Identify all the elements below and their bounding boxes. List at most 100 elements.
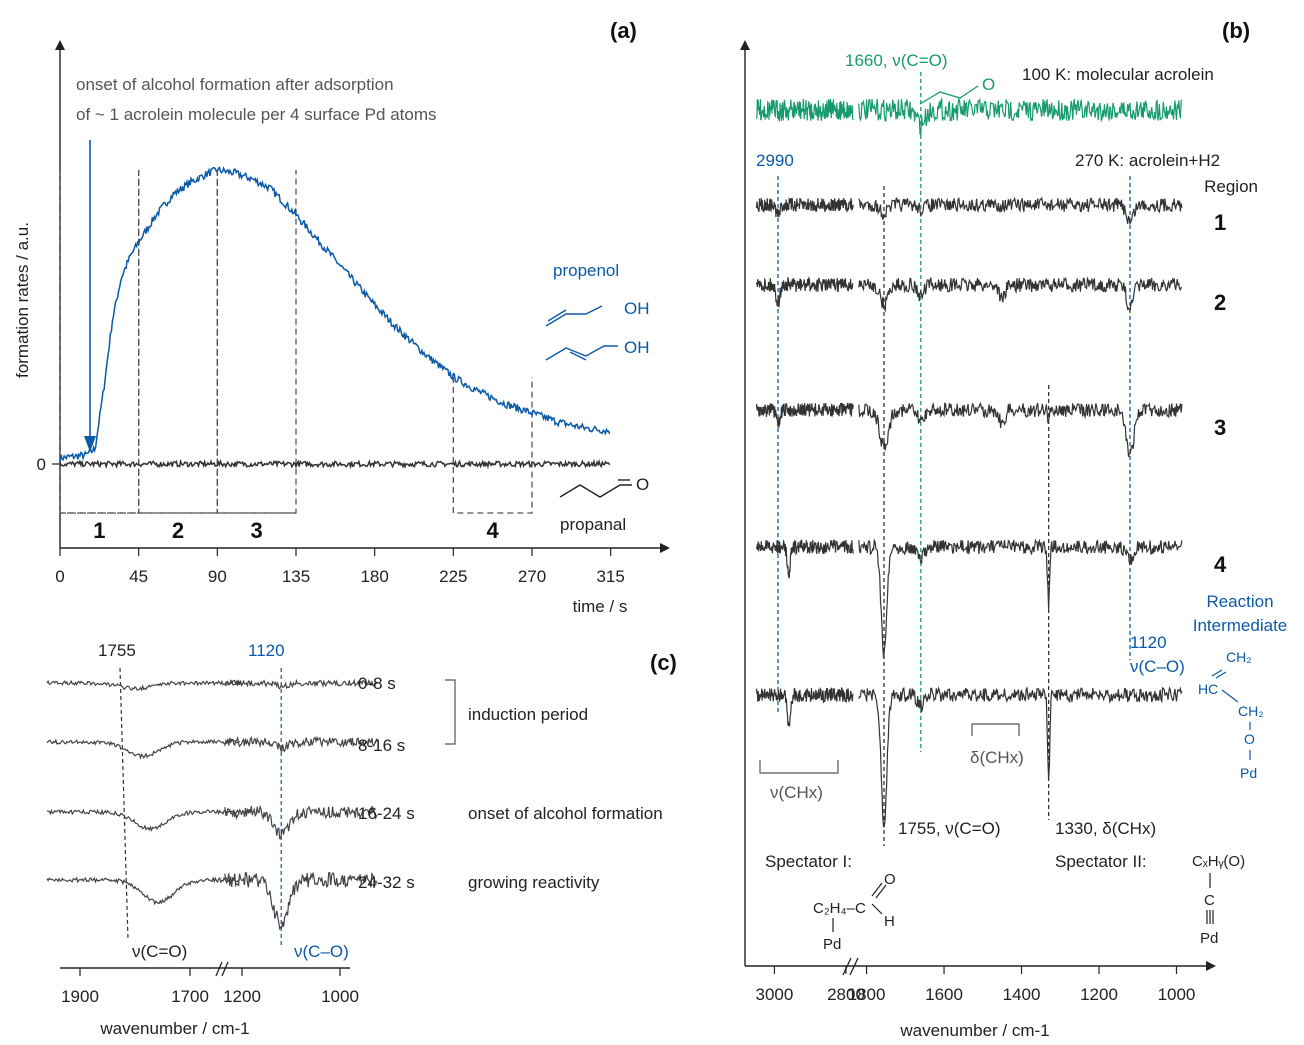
panel-c: (c) 1900 1700 1200 1000 wavenumber / cm-1 1… [46,641,677,1038]
panel-a-ylabel: formation rates / a.u. [13,222,32,378]
reaction-intermediate-structure: CH₂ HC CH₂ O Pd [1198,649,1264,781]
c-time-label: 8-16 s [358,736,405,755]
growing-note: growing reactivity [468,873,600,892]
header-100k: 100 K: molecular acrolein [1022,65,1214,84]
panel-a-annotation-line-1: onset of alcohol formation after adsorpt… [76,75,394,94]
trace-t0-seg0 [755,98,854,123]
panel-a-x-arrow [660,543,670,553]
propenol-oh-2: OH [624,338,650,357]
induction-note: induction period [468,705,588,724]
c-trace-2-seg0 [46,808,240,832]
svg-text:HC: HC [1198,681,1218,697]
svg-text:CH₂: CH₂ [1226,649,1252,665]
panel-c-peak-1120: 1120 [248,641,285,660]
header-region: Region [1204,177,1258,196]
panel-a-y-arrow [55,40,65,50]
panel-b-traces [755,96,1183,828]
propenol-label: propenol [553,261,619,280]
panel-c-nu-co-eq: ν(C=O) [132,942,187,961]
series-propenol [59,165,611,462]
panel-a-xticks: 0 45 90 135 180 225 270 315 [55,548,625,586]
panel-a: (a) formation rates / a.u. time / s 0 0 4… [13,18,670,616]
panel-a-series [59,165,611,470]
panel-b-xtick-label: 2800 [827,985,865,1004]
spectator-1-label: Spectator I: [765,852,852,871]
propanal-label: propanal [560,515,626,534]
panel-b-xtick-label: 1600 [925,985,963,1004]
trace-3-seg0 [755,402,854,428]
panel-c-axis-break-1 [215,961,223,977]
trace-label-3: 3 [1214,415,1226,440]
panel-a-xtick-label: 135 [282,567,310,586]
c-trace-0-seg1 [224,678,378,690]
trace-1-seg0 [755,197,854,218]
svg-text:H: H [884,913,895,930]
delta-chx-bracket [971,723,1020,736]
panel-b-xlabel: wavenumber / cm-1 [899,1021,1049,1040]
header-270k: 270 K: acrolein+H2 [1075,151,1220,170]
panel-c-xtick-label: 1000 [321,987,359,1006]
reaction-intermediate-label-1: Reaction [1206,592,1273,611]
propenol-structure-1-double [547,309,567,322]
peak-1330-label: 1330, δ(CHx) [1055,819,1156,838]
panel-c-time-labels: 0-8 s 8-16 s 16-24 s 24-32 s [358,674,415,892]
nu-chx-label: ν(CHx) [770,783,823,802]
panel-b-x-arrow [1206,961,1216,971]
propanal-o: O [636,475,649,494]
c-time-label: 16-24 s [358,804,415,823]
trace-t0-seg1 [858,96,1183,136]
reaction-intermediate-label-2: Intermediate [1193,616,1288,635]
c-trace-1-seg0 [46,738,241,760]
nu-co-label: ν(C–O) [1130,657,1185,676]
region-4-box [452,377,533,514]
propenol-structure-2 [545,345,618,361]
c-time-label: 24-32 s [358,873,415,892]
panel-c-xlabel: wavenumber / cm-1 [99,1019,249,1038]
svg-text:Pd: Pd [1240,765,1257,781]
panel-c-traces [46,678,378,931]
panel-b-xtick-label: 1800 [848,985,886,1004]
svg-text:O: O [884,871,896,888]
panel-b-xtick-label: 1400 [1003,985,1041,1004]
panel-a-xtick-label: 90 [208,567,227,586]
panel-a-xtick-label: 225 [439,567,467,586]
panel-c-guides [119,667,282,948]
panel-b-trace-labels: 1 2 3 4 [1214,210,1227,577]
acrolein-structure [919,85,979,105]
panel-a-xtick-label: 270 [518,567,546,586]
panel-c-label: (c) [650,650,677,675]
panel-a-regions: 1 2 3 4 [59,170,533,543]
c-trace-0-seg0 [46,679,240,692]
panel-b-xtick-label: 1000 [1158,985,1196,1004]
region-3-box [216,170,297,514]
trace-t5-seg0 [755,686,854,727]
c-trace-3-seg0 [46,876,240,906]
region-3-label: 3 [251,518,263,543]
panel-b-guides [777,72,1131,846]
panel-c-peak-1755: 1755 [98,641,136,660]
spectator-1-structure: C₂H₄–C O H Pd [813,871,896,953]
onset-arrow-head [84,436,96,452]
panel-b-y-arrow [740,40,750,50]
peak-1120-label: 1120 [1130,633,1167,652]
propanal-structure [559,484,632,498]
trace-4-seg1 [858,538,1183,659]
svg-text:CH₂: CH₂ [1238,703,1264,719]
panel-c-xticks: 1900 1700 1200 1000 [61,968,359,1006]
panel-c-axis-break-2 [221,961,229,977]
panel-b-axis-break-1 [842,957,852,976]
panel-a-xlabel: time / s [573,597,628,616]
svg-text:C: C [1204,892,1215,909]
panel-b-xtick-label: 1200 [1080,985,1118,1004]
trace-3-seg1 [858,401,1183,458]
panel-c-xtick-label: 1700 [171,987,209,1006]
trace-2-seg1 [858,276,1182,313]
region-2-label: 2 [172,518,184,543]
trace-2-seg0 [755,276,854,308]
panel-c-xtick-label: 1200 [223,987,261,1006]
trace-1-seg1 [858,196,1183,226]
delta-chx-label: δ(CHx) [970,748,1024,767]
